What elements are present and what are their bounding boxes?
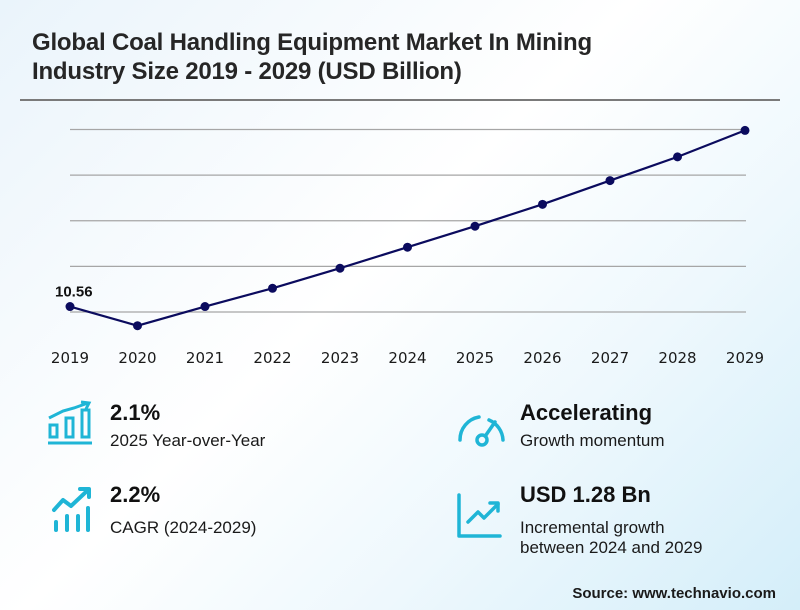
kpi-description: between 2024 and 2029 [520,538,703,557]
series-line-path [69,129,746,327]
x-tick-label: 2024 [388,349,426,367]
data-point [268,283,277,293]
source-credit: Source: www.technavio.com [572,585,776,602]
trend-bars-icon [52,487,91,532]
bar-chart-growth-icon [48,400,92,445]
kpi-value: USD 1.28 Bn [520,482,651,507]
kpi-value: 2.1% [110,400,161,425]
kpi-description: 2025 Year-over-Year [110,431,266,450]
title-divider [20,99,780,101]
chart-title: Global Coal Handling Equipment Market In… [32,29,592,85]
series-line [69,129,746,327]
gridlines [70,128,746,313]
kpi-incremental-growth: USD 1.28 Bn Incremental growth between 2… [440,482,780,562]
x-axis-tick-labels: 2019 2020 2021 2022 2023 2024 2025 2026 2027 2028… [51,349,764,367]
data-point [65,302,75,312]
kpi-value: 2.2% [110,482,161,507]
speedometer-icon [458,415,505,447]
kpi-value: Accelerating [520,400,653,425]
kpi-description: Incremental growth [520,518,665,537]
line-chart: 10.56 2019 2020 2021 2022 2023 2024 2025 2026 20… [51,125,764,367]
data-point [403,242,412,252]
x-tick-label: 2019 [51,349,89,367]
x-tick-label: 2025 [456,349,494,367]
data-point [605,176,615,186]
kpi-description: Growth momentum [520,431,665,450]
data-points [65,125,750,331]
x-tick-label: 2021 [186,349,224,367]
kpi-cagr: 2.2% CAGR (2024-2029) [30,482,360,542]
data-point [470,221,480,231]
data-point [335,263,345,273]
kpi-description: CAGR (2024-2029) [110,518,257,537]
x-tick-label: 2027 [591,349,629,367]
kpi-momentum: Accelerating Growth momentum [440,400,780,460]
data-labels: 10.56 [55,284,93,301]
x-tick-label: 2022 [253,349,291,367]
line-chart-icon [457,493,502,538]
data-point [133,321,142,331]
x-tick-label: 2028 [658,349,696,367]
data-label: 10.56 [55,284,93,301]
data-point [740,125,750,135]
data-point [200,302,210,312]
kpi-yoy: 2.1% 2025 Year-over-Year [30,400,360,460]
data-point [673,152,682,162]
x-tick-label: 2023 [321,349,359,367]
x-tick-label: 2026 [523,349,561,367]
x-tick-label: 2020 [118,349,156,367]
x-tick-label: 2029 [726,349,764,367]
data-point [538,199,547,209]
